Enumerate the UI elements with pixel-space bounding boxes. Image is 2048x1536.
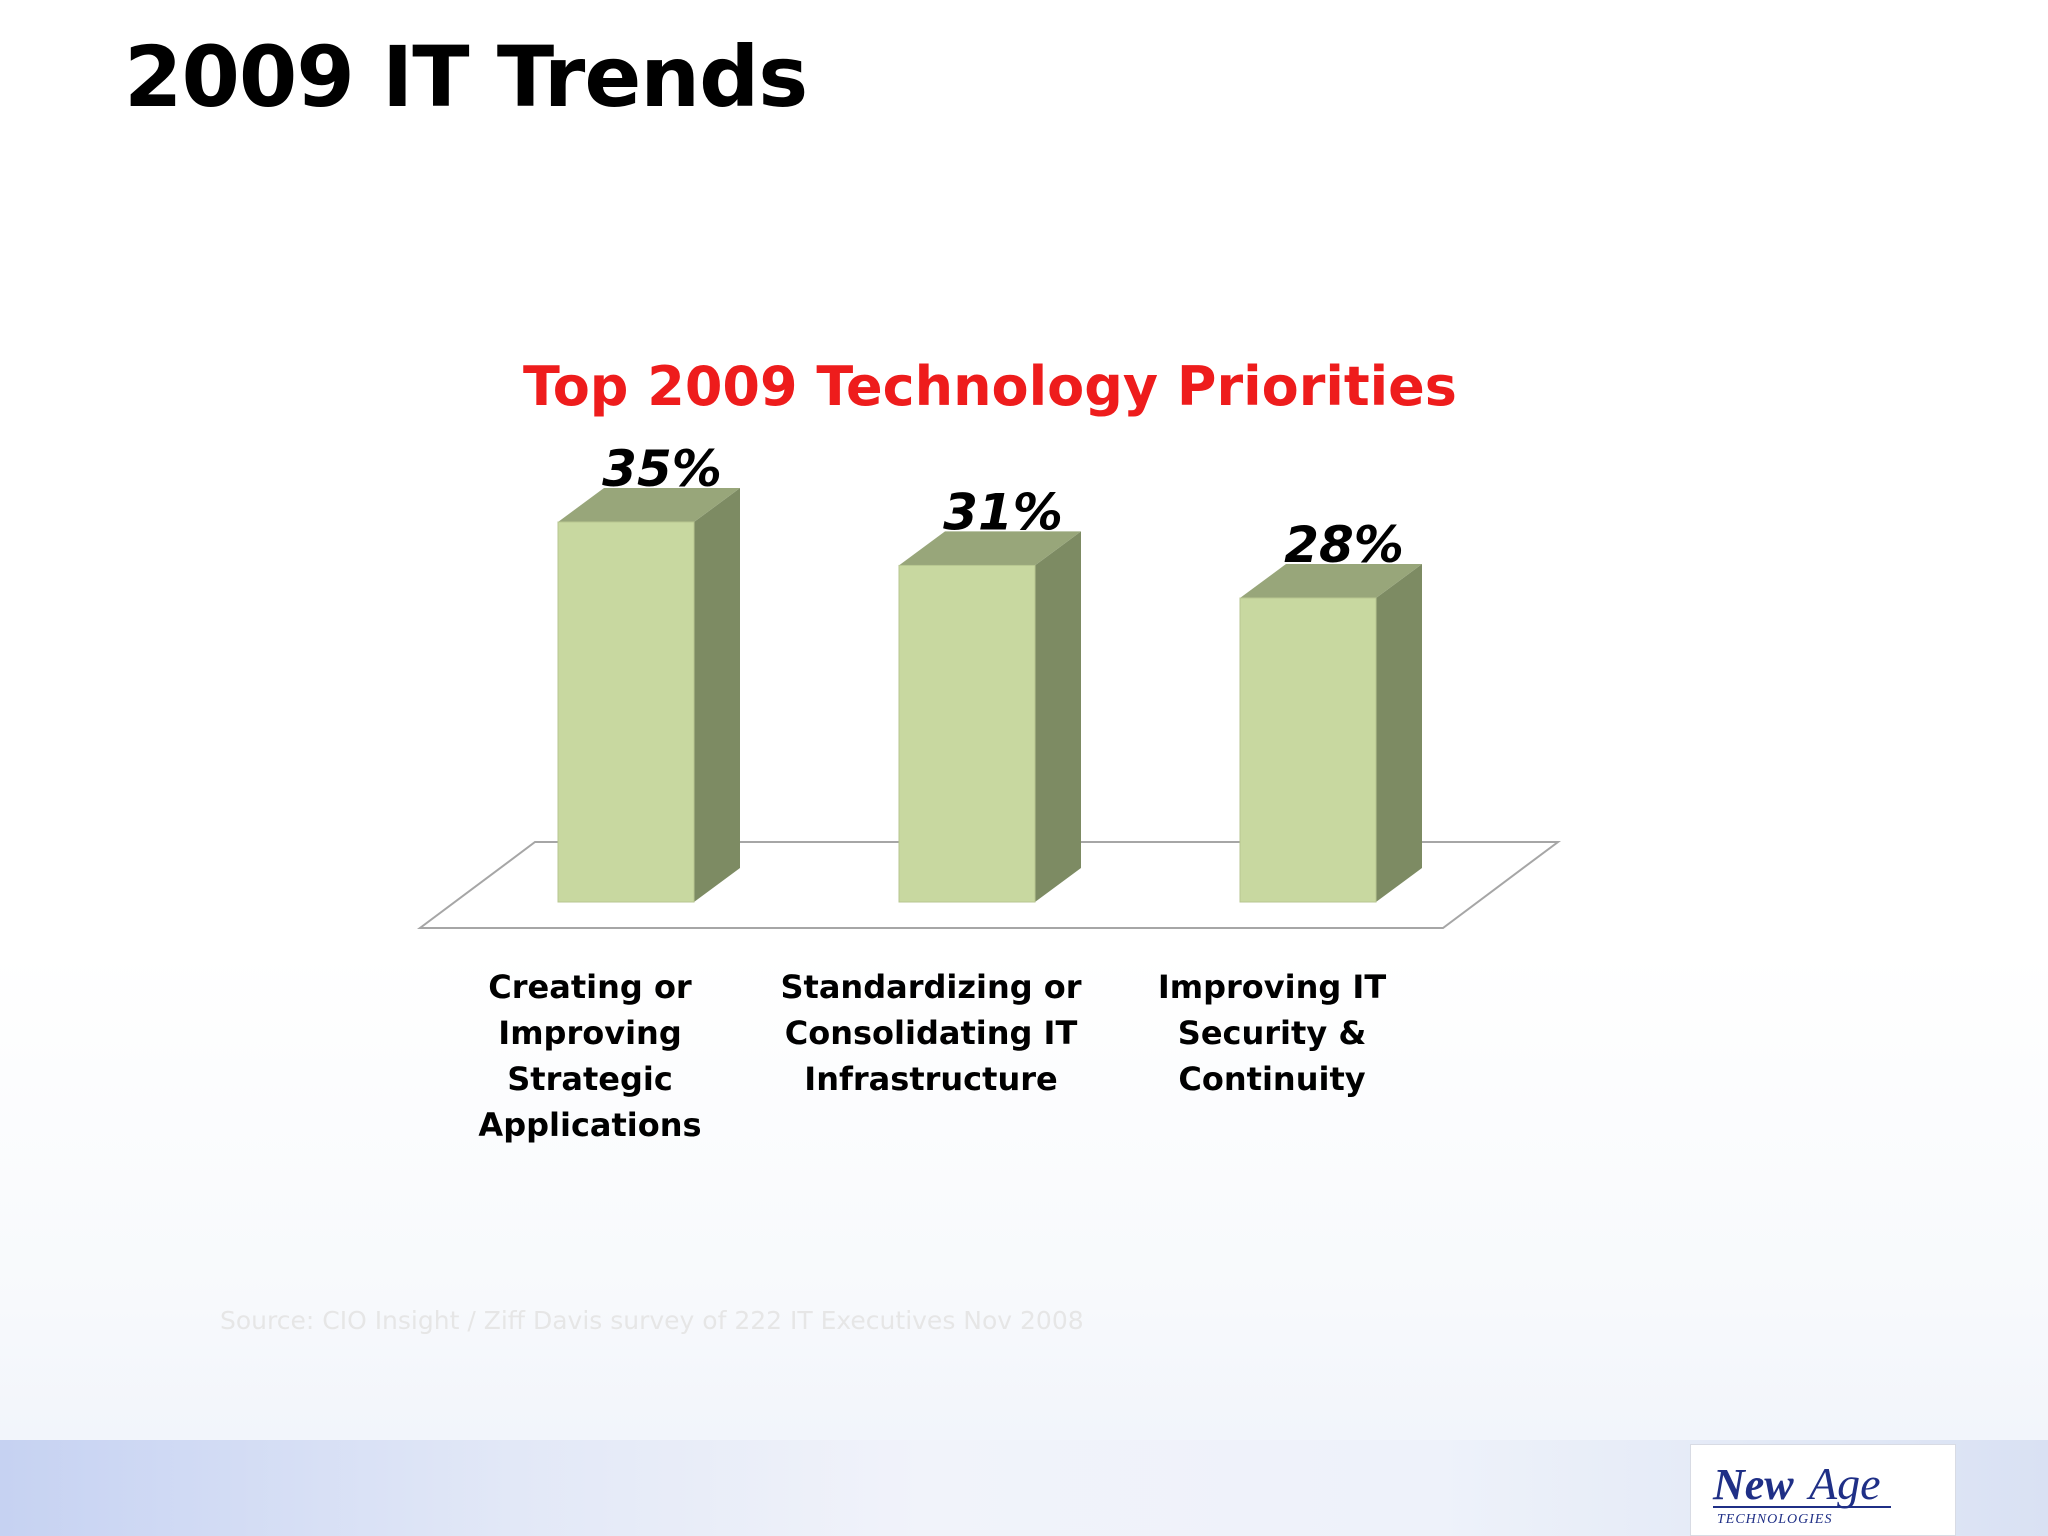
data-label: 35% [602, 440, 722, 498]
company-logo: New Age TECHNOLOGIES [1690, 1444, 1956, 1536]
newage-logo-mark: New Age TECHNOLOGIES [1712, 1458, 1891, 1527]
category-label-line: Standardizing or [780, 968, 1082, 1006]
category-label-line: Creating or [488, 968, 692, 1006]
bar-top [1240, 564, 1422, 598]
bar [1239, 597, 1377, 903]
bar-side [694, 488, 740, 902]
source-note: Source: CIO Insight / Ziff Davis survey … [220, 1306, 1084, 1335]
category-label: Improving IT Security & Continuity [1102, 964, 1442, 1102]
category-label-line: Infrastructure [804, 1060, 1058, 1098]
category-label-line: Improving Strategic [498, 1014, 682, 1098]
category-label-line: Security & [1177, 1014, 1367, 1052]
slide-title: 2009 IT Trends [124, 28, 808, 126]
data-label: 31% [943, 483, 1063, 541]
category-label-line: Improving IT [1157, 968, 1387, 1006]
bar-top [558, 488, 740, 522]
category-label-line: Applications [478, 1106, 702, 1144]
chart-title: Top 2009 Technology Priorities [523, 355, 1457, 418]
category-label-line: Continuity [1178, 1060, 1366, 1098]
bar-side [1035, 531, 1081, 902]
category-label: Standardizing or Consolidating IT Infrastr… [761, 964, 1101, 1102]
category-label: Creating or Improving Strategic Applicatio… [420, 964, 760, 1148]
bar [898, 564, 1036, 903]
category-label-line: Consolidating IT [784, 1014, 1078, 1052]
logo-tagline: TECHNOLOGIES [1717, 1512, 1832, 1527]
bar-top [899, 531, 1081, 566]
logo-brand-age: Age [1806, 1458, 1881, 1509]
bar [557, 521, 695, 903]
logo-brand-new: New [1712, 1460, 1794, 1509]
data-label: 28% [1284, 516, 1404, 574]
bar-side [1376, 564, 1422, 902]
